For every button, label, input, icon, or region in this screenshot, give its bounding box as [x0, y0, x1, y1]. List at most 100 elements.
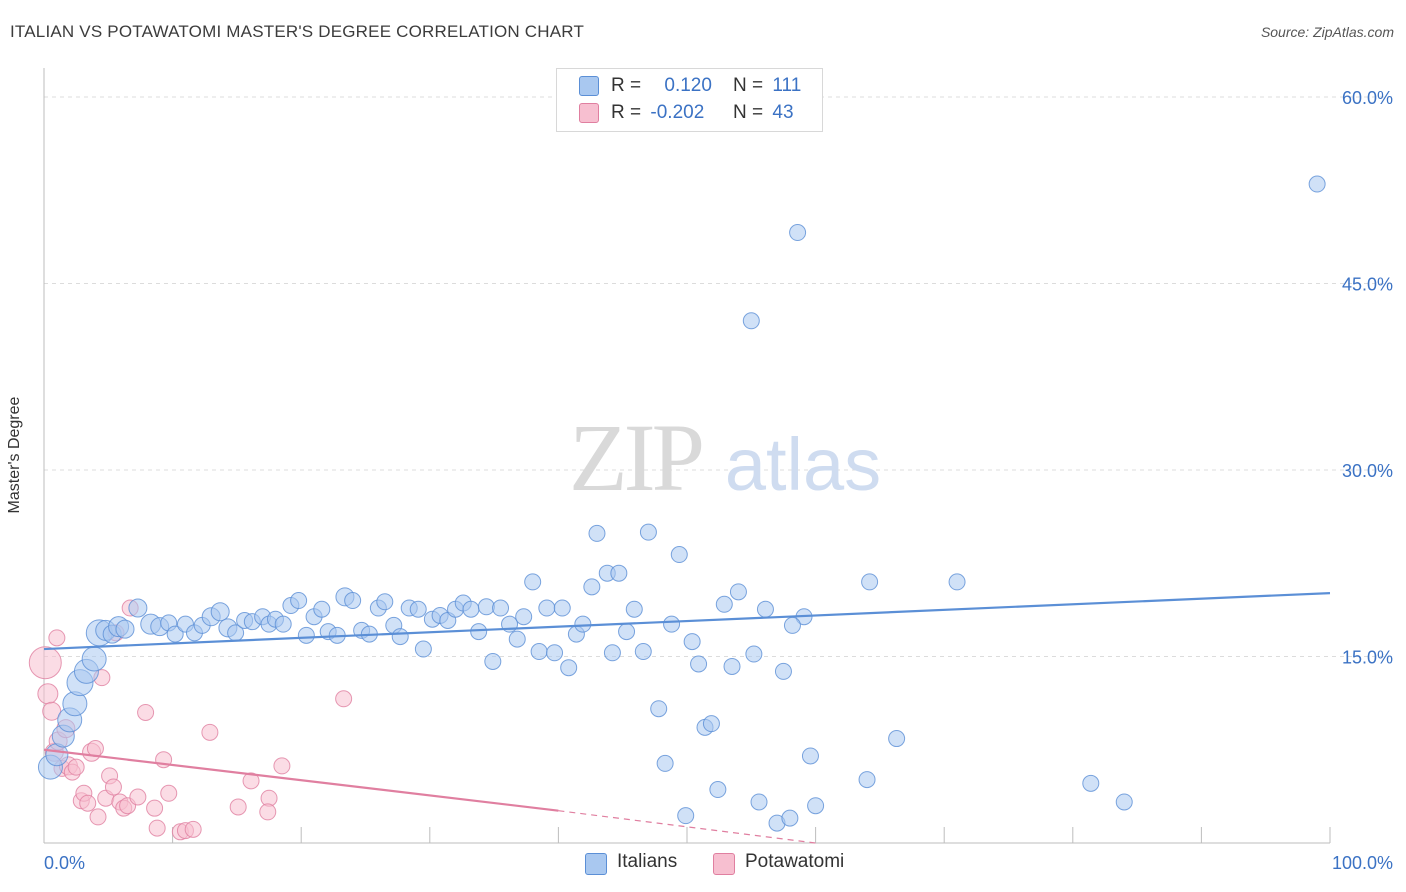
italians-point — [115, 619, 135, 639]
potawatomi-point — [335, 690, 353, 708]
potawatomi-point — [89, 808, 107, 826]
italians-point — [677, 807, 695, 825]
italians-point — [774, 662, 792, 680]
legend-n-label: N = — [733, 75, 764, 96]
italians-point — [166, 625, 184, 643]
legend-r-value: 0.120 — [664, 75, 712, 96]
legend-n-label: N = — [733, 102, 764, 123]
potawatomi-point — [37, 683, 59, 705]
italians-point — [709, 781, 727, 799]
italians-point — [1082, 774, 1100, 792]
italians-point — [274, 615, 292, 633]
potawatomi-point — [148, 819, 166, 837]
italians-point — [524, 573, 542, 591]
potawatomi-point — [28, 646, 62, 680]
italians-swatch — [585, 853, 607, 875]
italians-point — [729, 583, 747, 601]
italians-point — [888, 730, 906, 748]
italians-point — [603, 644, 621, 662]
gridlines — [44, 96, 1395, 657]
italians-point — [344, 592, 362, 610]
italians-point — [783, 616, 801, 634]
potawatomi-point — [79, 794, 97, 812]
italians-point — [297, 626, 315, 644]
italians-point — [470, 623, 488, 641]
italians-point — [789, 224, 807, 242]
italians-point — [781, 809, 799, 827]
italians-point — [683, 633, 701, 651]
x-tick-label: 100.0% — [1332, 853, 1393, 873]
italians-point — [553, 599, 571, 617]
italians-point — [128, 598, 148, 618]
legend-r-label: R = — [611, 75, 642, 96]
italians-point — [610, 564, 628, 582]
italians-point — [723, 657, 741, 675]
potawatomi-point — [137, 703, 155, 721]
legend-swatch-italians — [579, 76, 599, 96]
y-tick-label: 45.0% — [1342, 275, 1393, 295]
trend-lines — [43, 591, 1331, 844]
potawatomi-swatch — [713, 853, 735, 875]
italians-point — [210, 602, 230, 622]
legend-n-value: 111 — [772, 75, 802, 96]
italians-point — [625, 600, 643, 618]
legend-r-label: R = — [611, 102, 642, 123]
italians-point — [690, 655, 708, 673]
potawatomi-point — [42, 701, 62, 721]
potawatomi-point — [273, 757, 291, 775]
italians-point — [1308, 175, 1326, 193]
correlation-legend: R = 0.120 N = 111 R = -0.202 N = 43 — [556, 68, 823, 132]
italians-point — [583, 578, 601, 596]
italians-point — [1115, 793, 1133, 811]
italians-trend-line — [43, 591, 1331, 651]
chart-title: ITALIAN VS POTAWATOMI MASTER'S DEGREE CO… — [10, 22, 585, 41]
italians-point — [409, 600, 427, 618]
italians-point — [858, 771, 876, 789]
italians-point — [560, 659, 578, 677]
italians-point — [538, 599, 556, 617]
italians-point — [948, 573, 966, 591]
italians-point — [290, 592, 308, 610]
legend-label-italians: Italians — [617, 851, 678, 872]
italians-point — [807, 797, 825, 815]
italians-point — [745, 645, 763, 663]
italians-point — [313, 600, 331, 618]
italians-point — [656, 754, 674, 772]
italians-point — [618, 623, 636, 641]
italians-point — [715, 595, 733, 613]
source-label: Source: ZipAtlas.com — [1260, 24, 1394, 40]
potawatomi-point — [67, 758, 85, 776]
italians-point — [391, 628, 409, 646]
legend-r-value: -0.202 — [650, 102, 705, 123]
potawatomi-point — [259, 803, 277, 821]
potawatomi-point — [160, 784, 178, 802]
italians-point — [515, 608, 533, 626]
italians-point — [639, 523, 657, 541]
italians-point — [530, 643, 548, 661]
italians-point — [546, 644, 564, 662]
watermark: ZIP atlas — [569, 404, 881, 511]
italians-point — [756, 600, 774, 618]
potawatomi-point — [184, 820, 202, 838]
watermark-atlas: atlas — [725, 423, 881, 506]
potawatomi-point — [229, 798, 247, 816]
italians-point — [588, 524, 606, 542]
italians-point — [801, 747, 819, 765]
potawatomi-point — [104, 778, 122, 796]
italians-point — [508, 630, 526, 648]
potawatomi-point — [129, 788, 147, 806]
legend-swatch-potawatomi — [579, 103, 599, 123]
italians-point — [742, 312, 760, 330]
tick-labels: 15.0% 30.0% 45.0% 60.0% 0.0% 100.0% — [44, 88, 1393, 873]
italians-point — [663, 615, 681, 633]
potawatomi-trend-line — [43, 748, 559, 812]
italians-point — [414, 640, 432, 658]
potawatomi-point — [146, 799, 164, 817]
italians-point — [81, 646, 107, 672]
legend-n-value: 43 — [772, 102, 794, 123]
y-tick-label: 60.0% — [1342, 88, 1393, 108]
y-tick-label: 30.0% — [1342, 461, 1393, 481]
potawatomi-point — [48, 629, 66, 647]
italians-point — [574, 615, 592, 633]
